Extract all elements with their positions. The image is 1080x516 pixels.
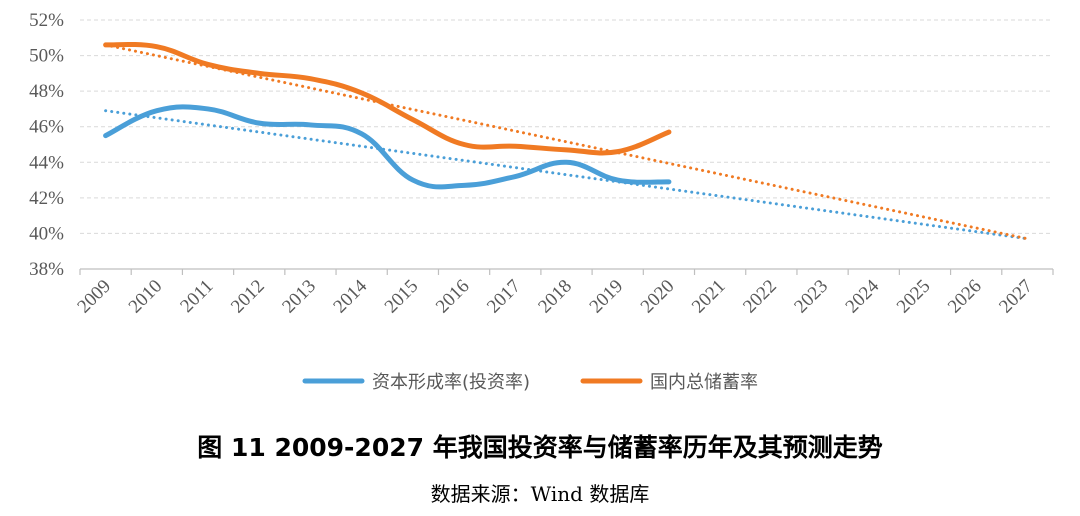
- x-tick-label: 2018: [534, 276, 576, 318]
- x-tick-label: 2023: [790, 276, 832, 318]
- x-tick-label: 2021: [688, 276, 730, 318]
- x-tick-label: 2024: [842, 275, 884, 317]
- y-tick-label: 50%: [29, 46, 64, 67]
- y-tick-label: 40%: [29, 223, 64, 244]
- x-tick-label: 2012: [227, 276, 269, 318]
- y-tick-label: 46%: [29, 117, 64, 138]
- x-tick-label: 2017: [483, 276, 525, 318]
- y-tick-label: 52%: [29, 10, 64, 31]
- x-tick-label: 2019: [586, 276, 628, 318]
- trendline-savings-rate: [104, 43, 1029, 241]
- trendline-investment-rate: [104, 109, 1029, 241]
- x-tick-label: 2025: [893, 276, 935, 318]
- y-tick-label: 48%: [29, 81, 64, 102]
- y-tick-label: 44%: [29, 152, 64, 173]
- y-tick-label: 38%: [29, 259, 64, 280]
- y-tick-label: 42%: [29, 188, 64, 209]
- x-tick-label: 2013: [278, 276, 320, 318]
- line-chart: 38%40%42%44%46%48%50%52% 2009 2010 2011 201…: [29, 10, 1054, 393]
- legend-label-investment-rate: 资本形成率(投资率): [372, 372, 530, 393]
- x-tick-label: 2011: [176, 276, 217, 317]
- series-lines: [103, 41, 672, 190]
- y-axis-ticks: 38% 40% 42% 44% 46% 48% 50% 52%: [29, 10, 64, 280]
- figure-caption-source: 数据来源：Wind 数据库: [430, 482, 650, 506]
- x-tick-label: 2015: [381, 276, 423, 318]
- series-line-savings-rate: [103, 41, 672, 156]
- figure-caption-title: 图 11 2009-2027 年我国投资率与储蓄率历年及其预测走势: [197, 433, 883, 462]
- trendlines: [104, 43, 1029, 241]
- x-tick-label: 2027: [995, 276, 1037, 318]
- x-tick-label: 2010: [125, 276, 167, 318]
- x-tick-label: 2016: [432, 276, 474, 318]
- x-tick-label: 2009: [73, 276, 115, 318]
- axes: [79, 268, 1054, 275]
- x-tick-label: 2020: [637, 276, 679, 318]
- legend: 资本形成率(投资率) 国内总储蓄率: [302, 372, 758, 393]
- x-axis-ticks: 2009 2010 2011 2012 2013 2014 2015 2016 2017 2018…: [73, 275, 1037, 317]
- legend-label-savings-rate: 国内总储蓄率: [650, 372, 758, 393]
- x-tick-label: 2022: [739, 276, 781, 318]
- x-tick-label: 2026: [944, 276, 986, 318]
- x-tick-label: 2014: [329, 275, 371, 317]
- series-line-investment-rate: [103, 104, 672, 190]
